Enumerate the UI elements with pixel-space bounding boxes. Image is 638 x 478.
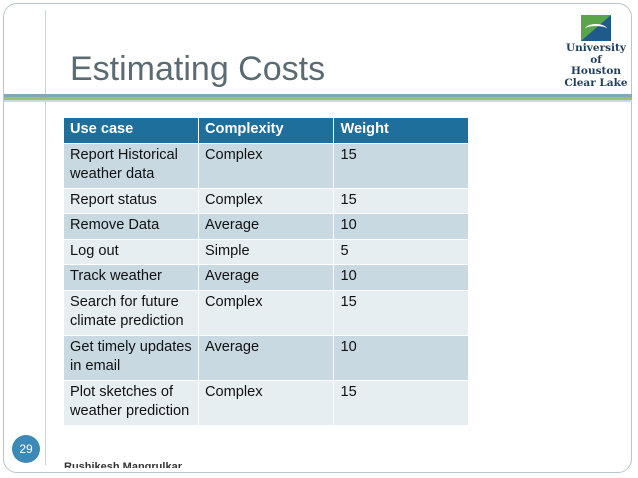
table-row: Report Historical weather data Complex 1… — [63, 142, 469, 189]
table-row: Search for future climate prediction Com… — [63, 289, 469, 336]
cell-complexity: Average — [197, 264, 335, 291]
logo-line-1: University — [566, 42, 626, 54]
header-use-case: Use case — [63, 117, 199, 144]
table-row: Log out Simple 5 — [63, 238, 469, 265]
author-footer: Rushikesh Mangrulkar — [64, 461, 182, 468]
table-header-row: Use case Complexity Weight — [63, 117, 469, 144]
left-rule-divider — [45, 10, 46, 465]
cell-weight: 10 — [333, 213, 469, 240]
table-row: Remove Data Average 10 — [63, 213, 469, 240]
cell-use-case: Get timely updates in email — [63, 334, 199, 381]
cell-use-case: Search for future climate prediction — [63, 289, 199, 336]
slide-title: Estimating Costs — [70, 50, 326, 88]
cell-complexity: Complex — [197, 187, 335, 214]
title-band-blue — [4, 94, 632, 97]
cell-weight: 15 — [333, 142, 469, 189]
cell-use-case: Remove Data — [63, 213, 199, 240]
cell-complexity: Complex — [197, 289, 335, 336]
use-case-table: Use case Complexity Weight Report Histor… — [63, 117, 469, 426]
table-row: Track weather Average 10 — [63, 264, 469, 291]
header-complexity: Complexity — [197, 117, 335, 144]
cell-complexity: Average — [197, 334, 335, 381]
cell-weight: 5 — [333, 238, 469, 265]
cell-complexity: Simple — [197, 238, 335, 265]
cell-use-case: Plot sketches of weather prediction — [63, 379, 199, 426]
cell-use-case: Report status — [63, 187, 199, 214]
title-band-green — [4, 97, 632, 100]
logo-text: University of Houston Clear Lake — [564, 42, 628, 89]
cell-weight: 10 — [333, 264, 469, 291]
cell-complexity: Average — [197, 213, 335, 240]
header-weight: Weight — [333, 117, 469, 144]
table-row: Plot sketches of weather prediction Comp… — [63, 379, 469, 426]
cell-weight: 15 — [333, 187, 469, 214]
title-band-light — [4, 100, 632, 102]
cell-use-case: Track weather — [63, 264, 199, 291]
logo-mark-icon — [581, 15, 611, 41]
cell-use-case: Report Historical weather data — [63, 142, 199, 189]
university-logo: University of Houston Clear Lake — [564, 15, 628, 89]
cell-use-case: Log out — [63, 238, 199, 265]
cell-complexity: Complex — [197, 142, 335, 189]
logo-line-2: of Houston — [571, 53, 621, 77]
table-row: Report status Complex 15 — [63, 187, 469, 214]
cell-weight: 10 — [333, 334, 469, 381]
page-number-badge: 29 — [12, 435, 40, 463]
table-row: Get timely updates in email Average 10 — [63, 334, 469, 381]
cell-weight: 15 — [333, 379, 469, 426]
cell-weight: 15 — [333, 289, 469, 336]
cell-complexity: Complex — [197, 379, 335, 426]
logo-line-3: Clear Lake — [564, 76, 628, 89]
